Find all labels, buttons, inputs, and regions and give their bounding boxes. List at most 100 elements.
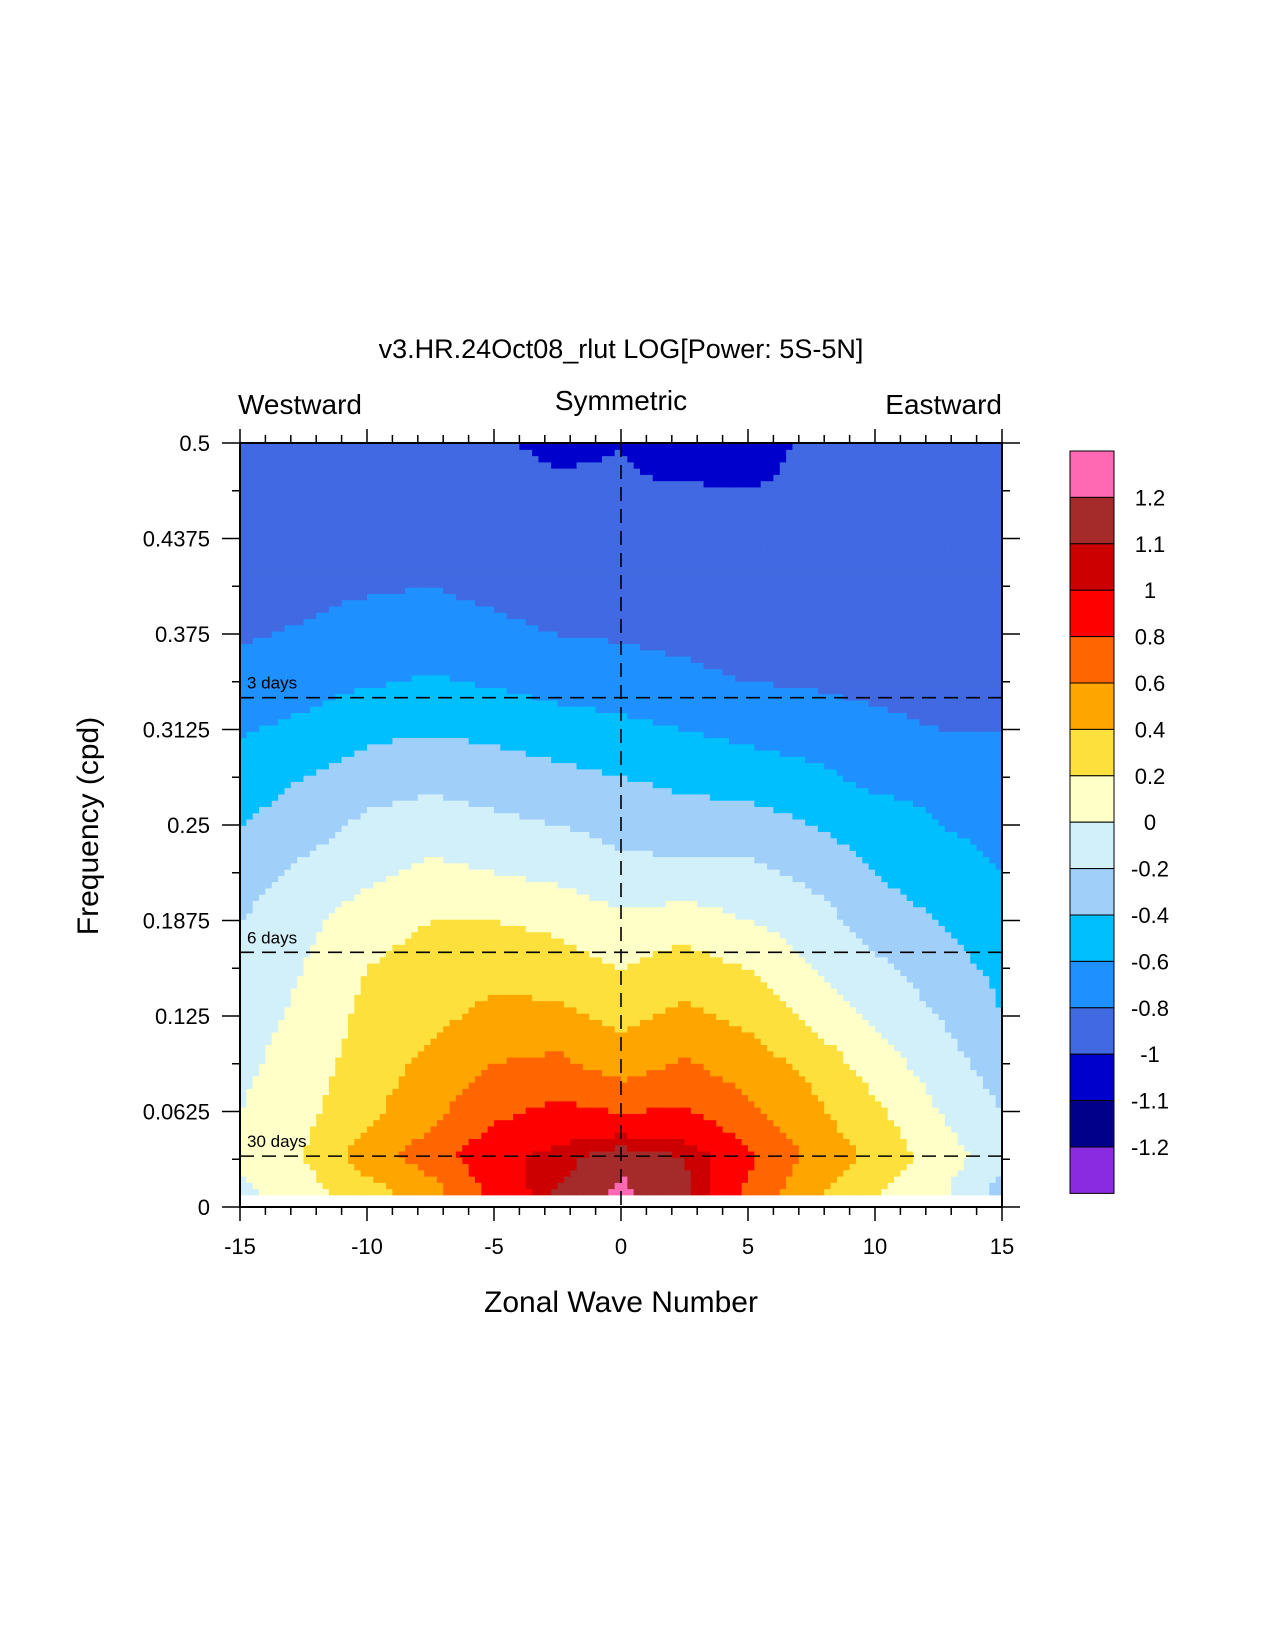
contour-cell (963, 944, 971, 952)
contour-cell (259, 1113, 266, 1121)
contour-cell (449, 975, 457, 983)
contour-cell (551, 937, 559, 945)
contour-cell (951, 1056, 959, 1064)
contour-cell (582, 956, 590, 964)
contour-cell (792, 1150, 800, 1158)
contour-cell (367, 1044, 374, 1052)
contour-cell (798, 1150, 806, 1158)
contour-cell (379, 1125, 387, 1133)
contour-cell (481, 981, 489, 989)
contour-cell (697, 988, 705, 995)
contour-cell (678, 1025, 686, 1033)
contour-cell (608, 1169, 616, 1177)
contour-cell (830, 1100, 838, 1108)
contour-cell (582, 1000, 590, 1008)
contour-cell (678, 1013, 686, 1020)
contour-cell (601, 1107, 609, 1114)
contour-cell (913, 1019, 921, 1027)
contour-cell (379, 1075, 387, 1083)
contour-cell (259, 975, 266, 983)
contour-cell (443, 1075, 451, 1083)
contour-cell (836, 1050, 844, 1058)
contour-cell (519, 931, 527, 939)
contour-cell (373, 1113, 381, 1121)
contour-cell (487, 988, 495, 995)
contour-cell (817, 1025, 825, 1033)
contour-cell (449, 931, 457, 939)
contour-cell (633, 1044, 641, 1052)
contour-cell (265, 969, 273, 977)
contour-cell (906, 1082, 914, 1089)
contour-cell (633, 975, 641, 983)
contour-cell (525, 1107, 533, 1114)
contour-cell (659, 1125, 667, 1133)
contour-cell (316, 1157, 324, 1165)
contour-cell (551, 1157, 559, 1165)
contour-cell (919, 1175, 927, 1183)
contour-cell (748, 1163, 755, 1171)
contour-cell (633, 1144, 641, 1152)
contour-cell (271, 937, 279, 945)
contour-cell (335, 956, 343, 964)
contour-cell (951, 1063, 959, 1071)
contour-cell (309, 1013, 317, 1020)
contour-cell (748, 1169, 755, 1177)
contour-cell (862, 1169, 870, 1177)
contour-cell (817, 1175, 825, 1183)
contour-cell (811, 962, 819, 970)
contour-cell (265, 988, 273, 995)
contour-cell (443, 937, 451, 945)
contour-cell (259, 1100, 266, 1108)
contour-cell (259, 1125, 266, 1133)
contour-cell (728, 1119, 736, 1127)
contour-cell (665, 1150, 673, 1158)
contour-cell (309, 1056, 317, 1064)
contour-cell (386, 962, 393, 970)
contour-cell (767, 1188, 774, 1196)
contour-cell (690, 1188, 698, 1196)
contour-cell (640, 1038, 647, 1046)
contour-cell (640, 1056, 647, 1064)
contour-cell (728, 1044, 736, 1052)
contour-cell (347, 1100, 355, 1108)
contour-cell (665, 1144, 673, 1152)
contour-cell (976, 950, 984, 958)
contour-cell (392, 931, 400, 939)
contour-cell (849, 1082, 857, 1089)
contour-cell (386, 1125, 393, 1133)
contour-cell (665, 1157, 673, 1165)
contour-cell (259, 1175, 266, 1183)
contour-cell (551, 944, 559, 952)
contour-cell (779, 1056, 787, 1064)
contour-cell (341, 1138, 349, 1146)
contour-cell (659, 1150, 667, 1158)
contour-cell (570, 1138, 578, 1146)
contour-cell (341, 1182, 349, 1190)
contour-cell (595, 1150, 603, 1158)
contour-cell (360, 1000, 368, 1008)
contour-cell (671, 944, 679, 952)
contour-cell (932, 944, 940, 952)
contour-cell (817, 1000, 825, 1008)
contour-cell (875, 1006, 882, 1014)
contour-cell (487, 1050, 495, 1058)
contour-cell (297, 1182, 305, 1190)
contour-cell (468, 1113, 476, 1121)
contour-cell (582, 937, 590, 945)
contour-cell (697, 1157, 705, 1165)
contour-cell (773, 962, 781, 970)
contour-cell (405, 1044, 413, 1052)
contour-cell (525, 1163, 533, 1171)
contour-cell (900, 1119, 908, 1127)
contour-cell (735, 1025, 743, 1033)
contour-cell (392, 1125, 400, 1133)
contour-cell (843, 1056, 851, 1064)
contour-cell (290, 969, 298, 977)
contour-cell (722, 1107, 730, 1114)
contour-cell (659, 1157, 667, 1165)
contour-cell (328, 1113, 336, 1121)
contour-cell (246, 937, 254, 945)
contour-cell (741, 1082, 749, 1089)
contour-cell (322, 962, 330, 970)
contour-cell (494, 1169, 501, 1177)
